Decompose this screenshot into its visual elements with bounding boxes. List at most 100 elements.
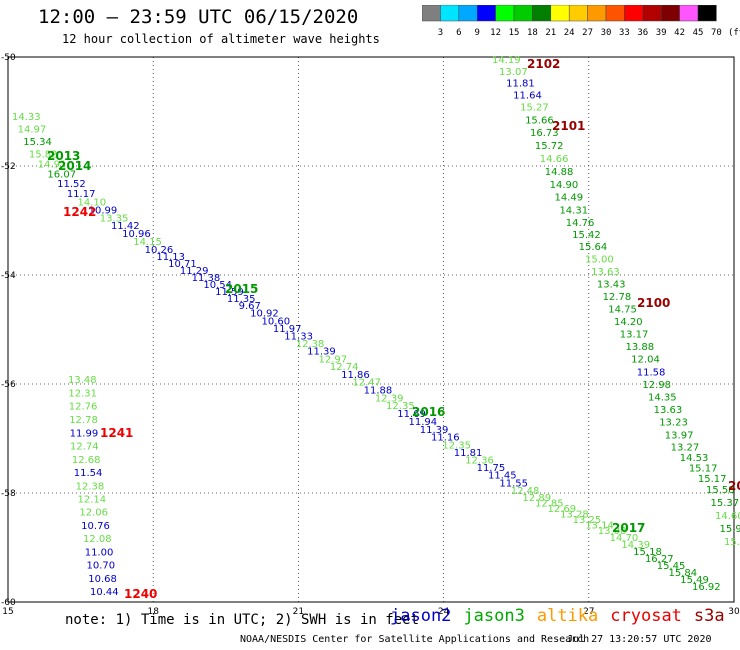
latitude-label: -58 bbox=[1, 489, 16, 499]
wave-height-value: 12.68 bbox=[72, 455, 101, 466]
latitude-label: -54 bbox=[1, 271, 16, 281]
scale-tick-label: 42 bbox=[674, 28, 685, 38]
pass-id-label: 2100 bbox=[637, 296, 670, 310]
wave-height-value: 13.07 bbox=[499, 67, 528, 78]
map-title: 12:00 – 23:59 UTC 06/15/2020 bbox=[38, 6, 359, 28]
longitude-label: 15 bbox=[2, 607, 13, 617]
wave-height-value: 11.35 bbox=[227, 294, 256, 305]
wave-height-value: 16.27 bbox=[645, 554, 674, 565]
wave-height-value: 14.33 bbox=[12, 112, 41, 123]
wave-height-value: 11.17 bbox=[67, 189, 96, 200]
scale-tick-label: 15 bbox=[509, 28, 520, 38]
wave-height-value: 14.60 bbox=[715, 511, 740, 522]
footer-note: note: 1) Time is in UTC; 2) SWH is in fe… bbox=[65, 612, 420, 628]
wave-height-value: 13.43 bbox=[597, 279, 626, 290]
wave-height-value: 11.39 bbox=[420, 425, 449, 436]
wave-height-value: 15.17 bbox=[698, 474, 727, 485]
scale-tick-label: (ft) bbox=[728, 28, 740, 38]
pass-id-label: 2015 bbox=[225, 282, 258, 296]
wave-height-value: 12.69 bbox=[548, 504, 577, 515]
wave-height-value: 12.78 bbox=[69, 415, 98, 426]
wave-height-value: 16.07 bbox=[47, 169, 76, 180]
wave-height-value: 15.18 bbox=[633, 547, 662, 558]
wave-height-value: 14.15 bbox=[133, 237, 162, 248]
wave-height-value: 15.58 bbox=[706, 485, 735, 496]
wave-height-value: 11.64 bbox=[513, 91, 542, 102]
wave-height-value: 12.74 bbox=[70, 442, 99, 453]
wave-height-value: 14.70 bbox=[610, 533, 639, 544]
wave-height-value: 12.76 bbox=[69, 402, 98, 413]
wave-height-value: 14.10 bbox=[77, 197, 106, 208]
pass-id-label: 20 bbox=[728, 479, 740, 493]
satellite-legend: jason2 jason3 altika cryosat s3a bbox=[390, 606, 737, 626]
wave-height-value: 10.92 bbox=[250, 309, 279, 320]
wave-height-value: 11.81 bbox=[454, 448, 483, 459]
wave-height-value: 12.97 bbox=[319, 354, 348, 365]
wave-height-value: 10.54 bbox=[203, 280, 232, 291]
wave-height-value: 10.68 bbox=[88, 574, 117, 585]
wave-height-value: 12.85 bbox=[535, 499, 564, 510]
wave-height-value: 14.35 bbox=[648, 392, 677, 403]
longitude-label: 30 bbox=[728, 607, 740, 617]
wave-height-value: 15.84 bbox=[668, 568, 697, 579]
wave-height-value: 11.59 bbox=[215, 287, 244, 298]
scale-tick-label: 12 bbox=[490, 28, 501, 38]
satellite-track: 13.48 12.31 12.76 12.78 11.99 12.74 12.68 11.54… bbox=[68, 375, 157, 601]
wave-height-value: 11.86 bbox=[341, 370, 370, 381]
wave-height-value: 15.45 bbox=[657, 561, 686, 572]
wave-height-value: 15.64 bbox=[579, 242, 608, 253]
pass-id-label: 1240 bbox=[124, 587, 157, 601]
scale-tick-label: 39 bbox=[656, 28, 667, 38]
wave-height-value: 10.70 bbox=[86, 561, 115, 572]
wave-height-value: 12.08 bbox=[83, 534, 112, 545]
scale-tick-label: 45 bbox=[693, 28, 704, 38]
wave-height-value: 12.06 bbox=[79, 508, 108, 519]
wave-height-value: 15.34 bbox=[23, 137, 52, 148]
scale-tick-label: 6 bbox=[456, 28, 461, 38]
wave-height-value: 11.45 bbox=[488, 471, 517, 482]
wave-height-value: 13.27 bbox=[671, 443, 700, 454]
wave-height-value: 11.81 bbox=[506, 79, 535, 90]
wave-height-value: 12.48 bbox=[511, 486, 540, 497]
pass-id-label: 2017 bbox=[612, 521, 645, 535]
wave-height-value: 12.38 bbox=[76, 481, 105, 492]
latitude-label: -60 bbox=[1, 598, 16, 608]
scale-tick-label: 33 bbox=[619, 28, 630, 38]
latitude-label: -56 bbox=[1, 380, 16, 390]
wave-height-value: 14.75 bbox=[608, 304, 637, 315]
wave-height-value: 14.39 bbox=[621, 540, 650, 551]
wave-height-value: 15.00 bbox=[585, 254, 614, 265]
generated-timestamp: Jul 27 13:20:57 UTC 2020 bbox=[567, 634, 712, 645]
wave-height-value: 11.13 bbox=[156, 252, 185, 263]
scale-tick-label: 24 bbox=[564, 28, 575, 38]
wave-height-value: 13.28 bbox=[560, 510, 589, 521]
wave-height-value: 12.78 bbox=[603, 292, 632, 303]
wave-height-value: 11.94 bbox=[409, 417, 438, 428]
wave-height-value: 13.88 bbox=[625, 342, 654, 353]
wave-height-value: 12.39 bbox=[375, 393, 404, 404]
wave-height-value: 15.82 bbox=[29, 149, 58, 160]
wave-height-value: 13.17 bbox=[620, 330, 649, 341]
wave-height-value: 10.76 bbox=[81, 521, 110, 532]
wave-height-value: 11.42 bbox=[111, 221, 140, 232]
wave-height-value: 13.35 bbox=[100, 213, 129, 224]
wave-height-value: 12.36 bbox=[465, 455, 494, 466]
wave-height-value: 11.00 bbox=[85, 547, 114, 558]
pass-id-label: 1242 bbox=[63, 205, 96, 219]
wave-height-value: 14.31 bbox=[559, 206, 588, 217]
wave-height-value: 12.35 bbox=[386, 401, 415, 412]
wave-height-value: 11.16 bbox=[431, 433, 460, 444]
longitude-label: 27 bbox=[583, 607, 594, 617]
wave-height-value: 15.17 bbox=[689, 464, 718, 475]
wave-height-value: 13.23 bbox=[659, 418, 688, 429]
wave-height-value: 10.26 bbox=[145, 245, 174, 256]
wave-height-value: 13.97 bbox=[665, 430, 694, 441]
map-subtitle: 12 hour collection of altimeter wave hei… bbox=[62, 32, 380, 46]
wave-height-value: 12.31 bbox=[68, 388, 97, 399]
pass-id-label: 2013 bbox=[47, 149, 80, 163]
wave-height-value: 12.14 bbox=[77, 494, 106, 505]
wave-height-value: 10.71 bbox=[168, 259, 197, 270]
